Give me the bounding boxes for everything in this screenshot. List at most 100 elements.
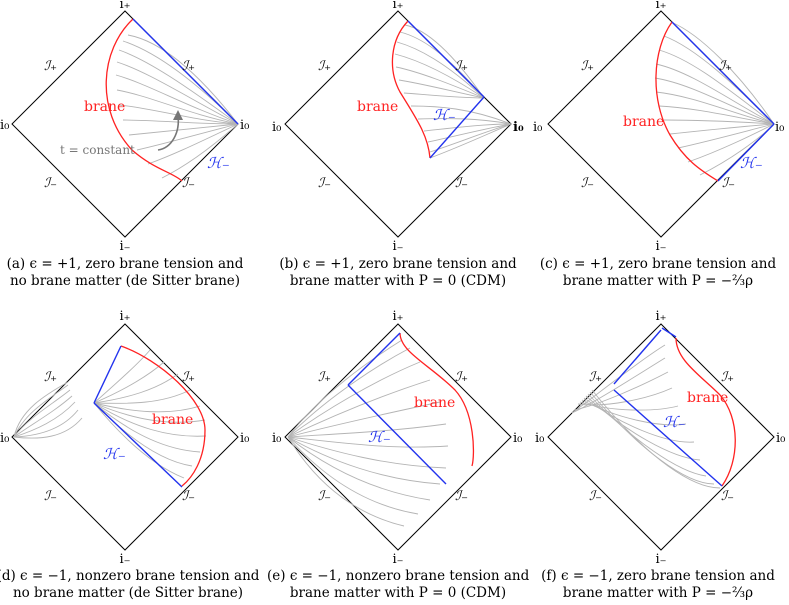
label-scri-minus-right: ℐ₋ (182, 176, 195, 191)
caption-b: (b) ϵ = +1, zero brane tension and brane… (267, 256, 529, 290)
label-i-zero-right: i₀ (240, 431, 249, 446)
panel-f: i₊ i₋ i₀ i₀ ℐ₊ ℐ₊ ℐ₋ ℐ₋ brane ℋ₋ (535, 309, 785, 567)
label-i-zero-left: i₀ (533, 120, 542, 135)
label-scri-plus-left: ℐ₊ (44, 59, 57, 74)
panel-a: i₊ i₋ i₀ i₀ ℐ₊ ℐ₊ ℐ₋ ℐ₋ brane ℋ₋ t = con… (0, 0, 249, 254)
label-i-plus: i₊ (119, 309, 130, 324)
label-brane: brane (357, 99, 398, 115)
caption-line: (b) ϵ = +1, zero brane tension and (279, 256, 517, 272)
horizon-line (407, 20, 485, 98)
brane-worldline (391, 20, 431, 159)
label-i-plus: i₊ (655, 0, 666, 12)
horizon-line-past (93, 402, 183, 488)
label-i-zero-left: i₀ (0, 118, 9, 133)
label-scri-minus-left: ℐ₋ (318, 489, 331, 504)
label-scri-plus-left: ℐ₊ (581, 59, 594, 74)
brane-worldline (655, 21, 719, 182)
caption-line: brane matter with P = 0 (CDM) (289, 273, 507, 289)
label-i-minus: i₋ (392, 552, 403, 567)
label-brane: brane (687, 390, 728, 406)
penrose-diamond (11, 323, 239, 551)
caption-line: (f) ϵ = −1, zero brane tension and (541, 568, 775, 584)
time-slices (654, 21, 775, 176)
caption-f: (f) ϵ = −1, zero brane tension and brane… (527, 568, 789, 602)
label-scri-plus-right: ℐ₊ (182, 370, 195, 385)
time-slices (115, 34, 239, 179)
label-scri-plus-left: ℐ₊ (44, 370, 57, 385)
label-scri-plus-right: ℐ₊ (455, 59, 468, 74)
label-i-zero-left: i₀ (0, 431, 9, 446)
label-scri-minus-right: ℐ₋ (455, 489, 468, 504)
horizon-line (93, 345, 122, 404)
horizon-line (671, 21, 775, 125)
arrow-head (173, 110, 183, 120)
penrose-diamond (284, 10, 512, 238)
label-scri-minus-right: ℐ₋ (455, 176, 468, 191)
label-i-plus: i₊ (655, 309, 666, 324)
label-i-zero-left: i₀ (535, 431, 544, 446)
caption-a: (a) ϵ = +1, zero brane tension and no br… (0, 256, 256, 290)
caption-line: (d) ϵ = −1, nonzero brane tension and (0, 568, 260, 584)
panel-d: i₊ i₋ i₀ i₀ ℐ₊ ℐ₊ ℐ₋ ℐ₋ brane ℋ₋ (0, 309, 249, 567)
time-slices (93, 349, 207, 479)
brane-worldline (120, 345, 206, 487)
label-scri-minus-left: ℐ₋ (44, 176, 57, 191)
label-horizon: ℋ₋ (103, 445, 126, 463)
label-i-plus: i₊ (119, 0, 130, 12)
label-i-zero-right: i₀ (775, 120, 784, 135)
label-brane: brane (414, 395, 455, 411)
label-horizon: ℋ₋ (740, 154, 763, 172)
label-scri-plus-right: ℐ₊ (455, 370, 468, 385)
label-horizon: ℋ₋ (433, 106, 456, 124)
label-scri-plus-right: ℐ₊ (719, 59, 732, 74)
label-i-minus: i₋ (655, 239, 666, 254)
penrose-diamond (284, 323, 512, 551)
horizon-line-null (661, 327, 677, 338)
brane-worldline (105, 18, 183, 182)
label-brane: brane (623, 114, 664, 130)
label-i-zero-right: i₀ (776, 431, 785, 446)
label-horizon: ℋ₋ (207, 154, 230, 172)
label-i-plus: i₊ (392, 309, 403, 324)
caption-line: (a) ϵ = +1, zero brane tension and (6, 256, 244, 272)
label-i-minus: i₋ (655, 552, 666, 567)
penrose-diamond (11, 10, 239, 238)
caption-line: brane matter with P = 0 (CDM) (289, 585, 507, 601)
caption-e: (e) ϵ = −1, nonzero brane tension and br… (267, 568, 529, 602)
caption-line: brane matter with P = −⅔ρ (562, 585, 754, 601)
label-scri-minus-left: ℐ₋ (581, 176, 594, 191)
caption-line: no brane matter (de Sitter brane) (12, 585, 244, 601)
panel-b: i₊ i₋ i₀ i₀ ℐ₊ ℐ₊ ℐ₋ ℐ₋ brane ℋ₋ (272, 0, 524, 254)
label-scri-minus-left: ℐ₋ (44, 489, 57, 504)
label-i-minus: i₋ (119, 239, 130, 254)
label-horizon: ℋ₋ (368, 428, 391, 446)
horizon-line-top (613, 329, 662, 385)
label-i-zero-right: i₀ (513, 120, 524, 135)
horizon-line (347, 332, 401, 386)
label-scri-plus-left: ℐ₊ (318, 370, 331, 385)
horizon-line (132, 18, 239, 125)
label-brane: brane (84, 99, 125, 115)
horizon-line (613, 389, 723, 487)
label-i-zero-right: i₀ (240, 118, 249, 133)
label-brane: brane (152, 412, 193, 428)
label-scri-minus-left: ℐ₋ (589, 489, 602, 504)
caption-c: (c) ϵ = +1, zero brane tension and brane… (527, 256, 789, 290)
label-scri-plus-right: ℐ₊ (721, 370, 734, 385)
label-i-minus: i₋ (392, 239, 403, 254)
time-slices-left (13, 381, 83, 439)
label-i-plus: i₊ (392, 0, 403, 12)
label-i-zero-left: i₀ (272, 120, 281, 135)
horizon-line-past (429, 96, 485, 159)
panel-c: i₊ i₋ i₀ i₀ ℐ₊ ℐ₊ ℐ₋ ℐ₋ brane ℋ₋ (533, 0, 784, 254)
label-scri-minus-right: ℐ₋ (721, 489, 734, 504)
brane-worldline (675, 337, 736, 487)
label-t-constant: t = constant (60, 143, 135, 157)
caption-line: no brane matter (de Sitter brane) (9, 273, 241, 289)
caption-line: (c) ϵ = +1, zero brane tension and (539, 256, 777, 272)
time-slices (394, 24, 512, 159)
horizon-line-past (347, 384, 447, 485)
time-slices (571, 344, 721, 489)
label-scri-minus-left: ℐ₋ (318, 176, 331, 191)
label-horizon: ℋ₋ (663, 413, 686, 431)
